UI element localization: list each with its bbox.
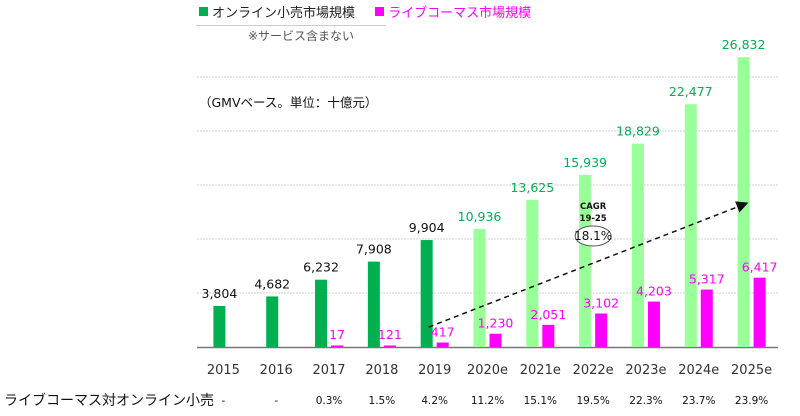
data-label-online-retail: 26,832	[722, 37, 766, 52]
x-tick-label: 2025e	[731, 363, 772, 378]
bar-online-retail	[631, 143, 644, 347]
bar-live-commerce	[383, 345, 396, 347]
cagr-value: 18.1%	[574, 229, 612, 243]
data-label-online-retail: 15,939	[563, 155, 607, 170]
bar-online-retail	[526, 199, 539, 347]
legend-swatch-green	[199, 7, 208, 16]
data-label-live-commerce: 121	[378, 327, 402, 342]
data-label-online-retail: 22,477	[669, 84, 713, 99]
ratio-value: 1.5%	[369, 395, 396, 407]
data-label-online-retail: 13,625	[510, 180, 554, 195]
bar-live-commerce	[647, 301, 660, 347]
bar-online-retail	[266, 296, 279, 347]
data-label-live-commerce: 17	[329, 327, 345, 342]
data-label-live-commerce: 6,417	[742, 260, 778, 275]
bar-online-retail	[420, 240, 433, 347]
x-tick-label: 2023e	[625, 363, 666, 378]
ratio-value: 23.9%	[735, 395, 768, 407]
cagr-title: CAGR	[580, 202, 607, 212]
ratio-value: 4.2%	[421, 395, 448, 407]
data-label-live-commerce: 2,051	[530, 307, 566, 322]
bar-online-retail	[579, 174, 592, 347]
bar-live-commerce	[542, 324, 555, 347]
legend-item-live-commerce: ライブコーマス市場規模	[375, 2, 531, 21]
legend-label-live-commerce: ライブコーマス市場規模	[388, 6, 532, 21]
bar-live-commerce	[331, 345, 344, 347]
ratio-value: 23.7%	[682, 395, 715, 407]
chart-legend: オンライン小売市場規模 ライブコーマス市場規模	[199, 2, 547, 21]
ratio-value: 15.1%	[524, 395, 557, 407]
legend-swatch-magenta	[375, 7, 385, 16]
ratio-value: -	[274, 395, 278, 407]
cagr-ellipse	[574, 225, 612, 247]
bar-live-commerce	[700, 289, 713, 347]
data-label-online-retail: 7,908	[356, 242, 392, 257]
bar-online-retail	[367, 261, 380, 347]
legend-label-online-retail: オンライン小売市場規模	[212, 6, 356, 21]
data-label-online-retail: 18,829	[616, 124, 660, 139]
data-label-online-retail: 10,936	[458, 209, 502, 224]
x-tick-label: 2024e	[678, 363, 719, 378]
x-tick-label: 2016	[260, 363, 293, 378]
x-tick-label: 2018	[365, 363, 398, 378]
bar-online-retail	[473, 228, 486, 347]
x-tick-label: 2022e	[573, 363, 614, 378]
data-label-live-commerce: 417	[431, 324, 455, 339]
unit-label: （GMVベース。単位：十億元）	[199, 95, 378, 110]
legend-divider	[196, 25, 386, 26]
ratio-row-label: ライブコーマス対オンライン小売	[4, 393, 214, 409]
ratio-value: -	[222, 395, 226, 407]
x-tick-label: 2017	[312, 363, 345, 378]
x-tick-label: 2020e	[467, 363, 508, 378]
bar-live-commerce	[595, 313, 608, 347]
bar-online-retail	[213, 305, 226, 347]
ratio-value: 11.2%	[471, 395, 504, 407]
data-label-live-commerce: 5,317	[689, 272, 725, 287]
x-tick-label: 2015	[207, 363, 240, 378]
data-label-live-commerce: 1,230	[478, 316, 514, 331]
ratio-value: 19.5%	[576, 395, 609, 407]
data-label-online-retail: 6,232	[303, 260, 339, 275]
data-label-live-commerce: 3,102	[583, 295, 619, 310]
data-label-online-retail: 3,804	[202, 286, 238, 301]
chart-note: ※サービス含まない	[248, 29, 355, 43]
x-tick-label: 2019	[418, 363, 451, 378]
cagr-period: 19-25	[580, 214, 607, 224]
ratio-value: 22.3%	[629, 395, 662, 407]
bar-online-retail	[315, 279, 328, 347]
x-tick-label: 2021e	[520, 363, 561, 378]
data-label-live-commerce: 4,203	[636, 284, 672, 299]
bar-live-commerce	[489, 333, 502, 347]
bar-live-commerce	[436, 342, 449, 347]
data-label-online-retail: 9,904	[409, 220, 445, 235]
data-label-online-retail: 4,682	[254, 276, 290, 291]
ratio-value: 0.3%	[316, 395, 343, 407]
legend-item-online-retail: オンライン小売市場規模	[199, 2, 355, 21]
bar-online-retail	[737, 57, 750, 347]
bar-live-commerce	[753, 277, 766, 347]
cagr-arrow	[428, 201, 749, 328]
